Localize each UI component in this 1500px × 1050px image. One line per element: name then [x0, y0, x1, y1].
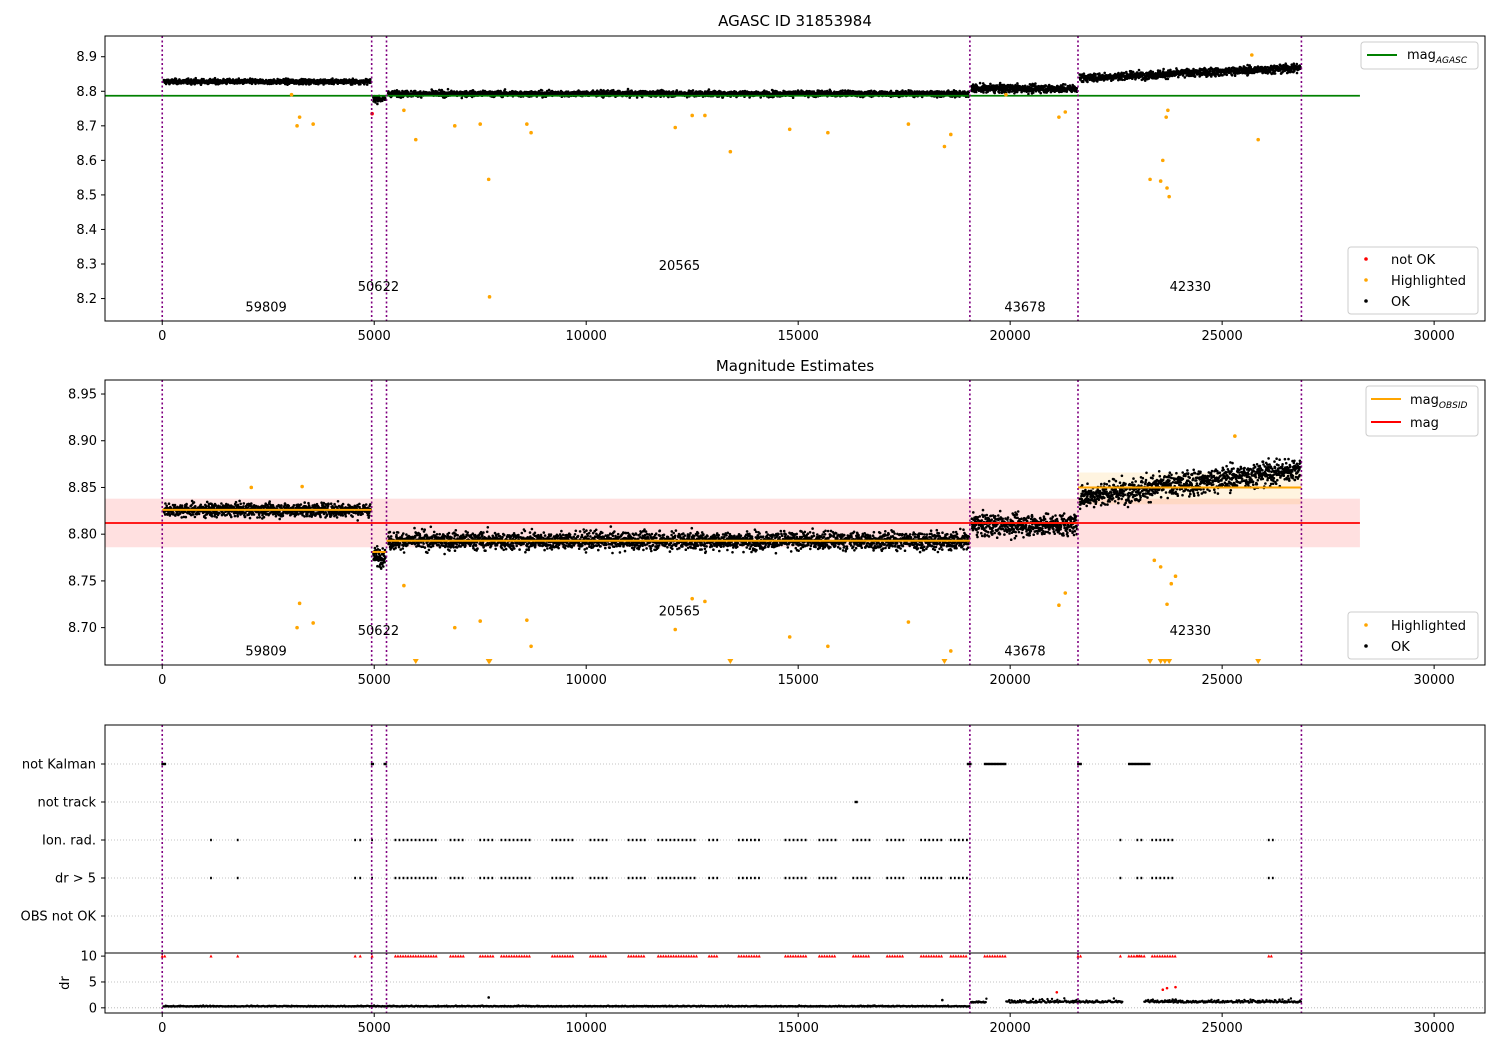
- ok-point: [194, 76, 197, 80]
- ok-point: [1103, 71, 1106, 75]
- ok-point: [1225, 73, 1229, 77]
- ok-point: [376, 102, 379, 106]
- ok-point: [841, 89, 844, 92]
- ok-point: [202, 77, 205, 81]
- ok-point: [1156, 76, 1160, 79]
- ok-point: [1122, 71, 1126, 75]
- ok-point: [791, 96, 795, 99]
- ok-point: [1166, 77, 1170, 81]
- ok-point: [1193, 75, 1197, 78]
- ok-point: [174, 77, 178, 81]
- ok-point: [998, 81, 1002, 85]
- ok-point: [1094, 72, 1097, 76]
- ok-point: [237, 77, 241, 80]
- ok-point: [359, 82, 362, 86]
- ok-point: [707, 88, 711, 91]
- ok-point: [1137, 68, 1141, 72]
- ok-point: [1082, 72, 1086, 75]
- ok-point: [691, 89, 695, 92]
- ok-point: [998, 91, 1001, 94]
- ok-point: [218, 82, 221, 85]
- ok-point: [1044, 84, 1048, 88]
- ok-point: [1064, 83, 1067, 86]
- ok-point: [304, 82, 308, 86]
- ok-point: [409, 89, 413, 93]
- ok-point: [1016, 82, 1019, 85]
- ok-points-obsid-59809: [162, 76, 372, 86]
- ok-point: [982, 91, 985, 94]
- ok-point: [540, 89, 544, 92]
- ok-point: [208, 77, 212, 81]
- ok-point: [1158, 69, 1162, 73]
- ok-point: [1039, 91, 1042, 95]
- ok-point: [1034, 82, 1037, 85]
- ok-point: [626, 87, 630, 91]
- ok-point: [187, 77, 190, 80]
- ok-point: [1131, 70, 1135, 74]
- ok-point: [503, 88, 507, 91]
- ok-point: [606, 89, 610, 92]
- panel-1-background: [105, 36, 1485, 321]
- ok-point: [978, 81, 982, 85]
- ok-point: [1032, 91, 1035, 94]
- ok-point: [1086, 80, 1089, 84]
- ok-point: [446, 87, 450, 91]
- ok-point: [1177, 75, 1180, 79]
- panel-1-title: AGASC ID 31853984: [718, 12, 872, 30]
- ok-point: [1082, 80, 1085, 84]
- ok-point: [460, 96, 464, 100]
- ok-point: [1183, 76, 1187, 79]
- ok-point: [1065, 90, 1069, 93]
- ok-point: [1162, 67, 1165, 71]
- panel-agasc: AGASC ID 31853984 5980950622205654367842…: [76, 12, 1486, 344]
- panel-1-data-layer: [105, 53, 1360, 299]
